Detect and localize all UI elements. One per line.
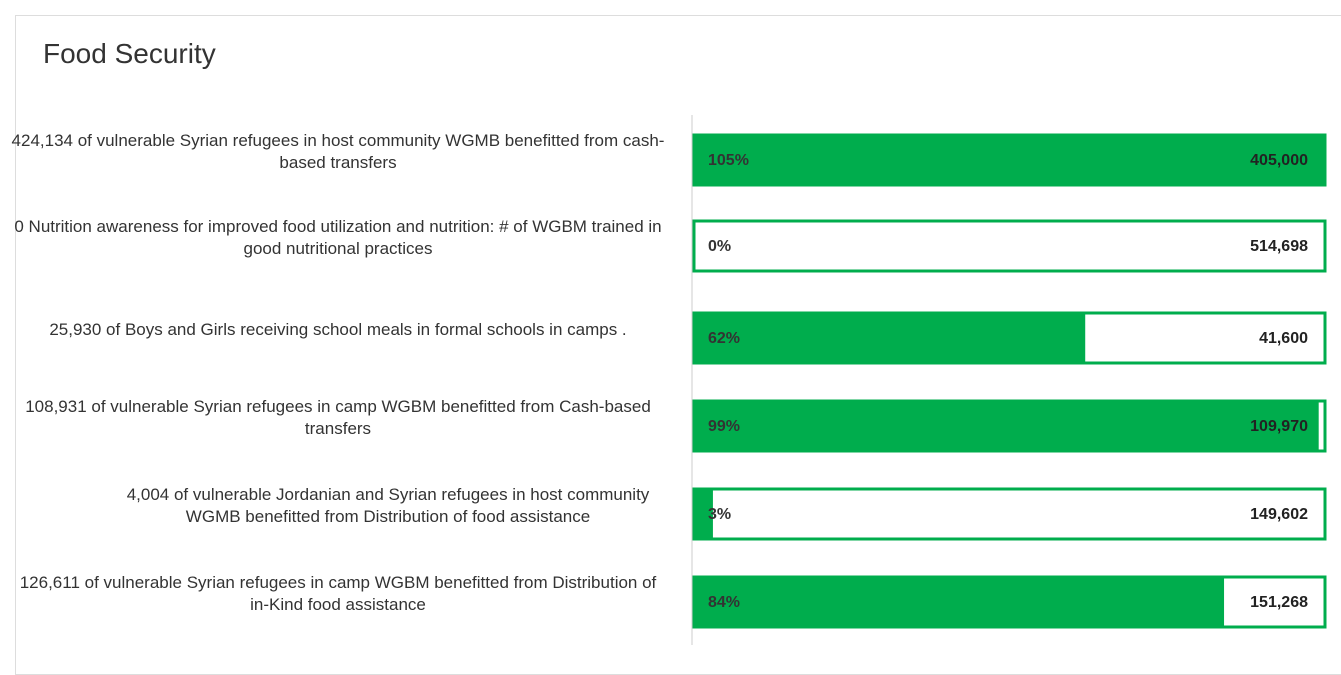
bar	[694, 401, 1319, 451]
target-label: 151,268	[1250, 594, 1308, 611]
percent-label: 62%	[708, 330, 740, 347]
row-label: 0 Nutrition awareness for improved food …	[14, 217, 662, 258]
bar-frame	[692, 487, 1327, 541]
percent-label: 0%	[708, 238, 731, 255]
percent-label: 99%	[708, 418, 740, 435]
bar-frame	[692, 219, 1327, 273]
bar	[694, 313, 1086, 363]
target-label: 109,970	[1250, 418, 1308, 435]
row-label: 424,134 of vulnerable Syrian refugees in…	[11, 131, 665, 172]
bar	[694, 135, 1325, 185]
bar	[694, 489, 713, 539]
chart-title: Food Security	[43, 38, 216, 69]
target-label: 149,602	[1250, 506, 1308, 523]
target-label: 514,698	[1250, 238, 1308, 255]
percent-label: 105%	[708, 152, 749, 169]
row-label: 4,004 of vulnerable Jordanian and Syrian…	[126, 485, 650, 526]
target-label: 41,600	[1259, 330, 1308, 347]
row-label: 126,611 of vulnerable Syrian refugees in…	[19, 573, 657, 614]
row-label: 108,931 of vulnerable Syrian refugees in…	[25, 397, 651, 438]
bar	[694, 577, 1225, 627]
percent-label: 84%	[708, 594, 740, 611]
percent-label: 3%	[708, 506, 731, 523]
target-label: 405,000	[1250, 152, 1308, 169]
row-label: 25,930 of Boys and Girls receiving schoo…	[49, 320, 627, 339]
